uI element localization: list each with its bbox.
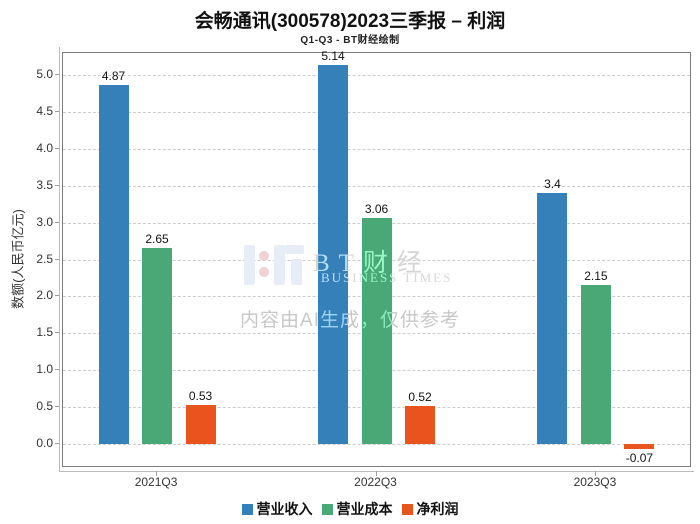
bar-operating-cost-2023Q3 — [580, 285, 611, 444]
x-axis-spine — [59, 471, 694, 472]
bar-value-operating-cost-2023Q3: 2.15 — [584, 269, 608, 284]
bar-value-operating-revenue-2022Q3: 5.14 — [321, 48, 345, 63]
bar-value-net-profit-2023Q3: -0.07 — [625, 451, 654, 466]
watermark-brand-en: BUSINESS TIMES — [321, 270, 453, 285]
x-tick-label-2023Q3: 2023Q3 — [573, 475, 617, 489]
y-tick-1.5 — [55, 332, 59, 334]
y-tick-label-2.0: 2.0 — [36, 288, 53, 303]
y-tick-label-4.5: 4.5 — [36, 103, 53, 118]
legend-item-operating-revenue: 营业收入 — [241, 499, 313, 519]
x-tick-label-2022Q3: 2022Q3 — [354, 475, 397, 489]
bar-operating-cost-2021Q3 — [142, 248, 173, 444]
x-tick-2023Q3 — [594, 471, 596, 476]
y-tick-1.0 — [55, 369, 59, 371]
gridline-0.0 — [63, 444, 690, 445]
bar-net-profit-2022Q3 — [405, 405, 435, 444]
bar-net-profit-2021Q3 — [185, 404, 216, 444]
y-tick-label-5.0: 5.0 — [36, 67, 53, 81]
x-tick-2021Q3 — [156, 471, 158, 476]
legend-item-operating-cost: 营业成本 — [321, 499, 393, 519]
x-tick-2022Q3 — [375, 471, 377, 476]
bar-operating-revenue-2023Q3 — [537, 193, 568, 444]
gridline-4.5 — [63, 111, 690, 113]
y-tick-2.0 — [55, 295, 59, 297]
chart-subtitle: Q1-Q3 - BT财经绘制 — [300, 35, 400, 46]
y-tick-label-4.0: 4.0 — [36, 140, 53, 155]
y-tick-3.0 — [55, 221, 59, 223]
y-tick-label-3.0: 3.0 — [36, 214, 53, 229]
legend-label-net-profit: 净利润 — [416, 501, 459, 517]
legend-swatch-operating-revenue — [241, 503, 253, 515]
plot-area: 4.87 2.65 0.53 5.14 3.06 0.52 3.4 2.15 -0.07 — [62, 48, 691, 467]
bar-value-net-profit-2021Q3: 0.53 — [188, 388, 213, 403]
y-tick-label-0.0: 0.0 — [36, 436, 53, 450]
y-tick-5.0 — [55, 74, 59, 75]
legend-label-operating-cost: 营业成本 — [336, 501, 393, 517]
y-tick-4.5 — [55, 110, 59, 112]
chart-title: 会畅通讯(300578)2023三季报 – 利润 — [194, 11, 506, 32]
bar-value-operating-revenue-2023Q3: 3.4 — [544, 177, 561, 192]
watermark-brand-cn: BT财经 — [313, 250, 431, 277]
bar-operating-revenue-2021Q3 — [98, 84, 129, 444]
gridline-3.5 — [63, 185, 690, 187]
y-tick-label-0.5: 0.5 — [36, 399, 53, 414]
y-tick-label-1.5: 1.5 — [36, 325, 53, 340]
y-tick-4.0 — [55, 147, 59, 149]
y-tick-2.5 — [55, 258, 59, 260]
gridline-5.0 — [63, 75, 690, 76]
bar-value-operating-cost-2022Q3: 3.06 — [364, 202, 389, 217]
watermark-ai-notice: 内容由AI生成，仅供参考 — [240, 310, 460, 331]
bar-value-net-profit-2022Q3: 0.52 — [408, 389, 432, 404]
bar-net-profit-2023Q3 — [624, 444, 655, 450]
bar-operating-cost-2022Q3 — [361, 218, 392, 444]
legend-swatch-operating-cost — [321, 503, 333, 515]
y-axis-spine — [59, 47, 60, 471]
y-tick-label-1.0: 1.0 — [36, 362, 53, 377]
bar-operating-revenue-2022Q3 — [318, 64, 348, 444]
bar-value-operating-revenue-2021Q3: 4.87 — [101, 68, 126, 83]
gridline-4.0 — [63, 148, 690, 150]
y-tick-0.5 — [55, 406, 59, 408]
legend-item-net-profit: 净利润 — [401, 499, 459, 519]
y-tick-3.5 — [55, 184, 59, 186]
y-tick-0.0 — [55, 443, 59, 444]
y-tick-label-2.5: 2.5 — [36, 251, 53, 266]
x-tick-label-2021Q3: 2021Q3 — [134, 475, 178, 489]
chart-legend: 营业收入 营业成本 净利润 — [0, 499, 700, 519]
y-tick-label-3.5: 3.5 — [36, 177, 53, 192]
legend-swatch-net-profit — [401, 503, 413, 515]
legend-label-operating-revenue: 营业收入 — [256, 501, 313, 517]
bar-value-operating-cost-2021Q3: 2.65 — [145, 232, 169, 247]
